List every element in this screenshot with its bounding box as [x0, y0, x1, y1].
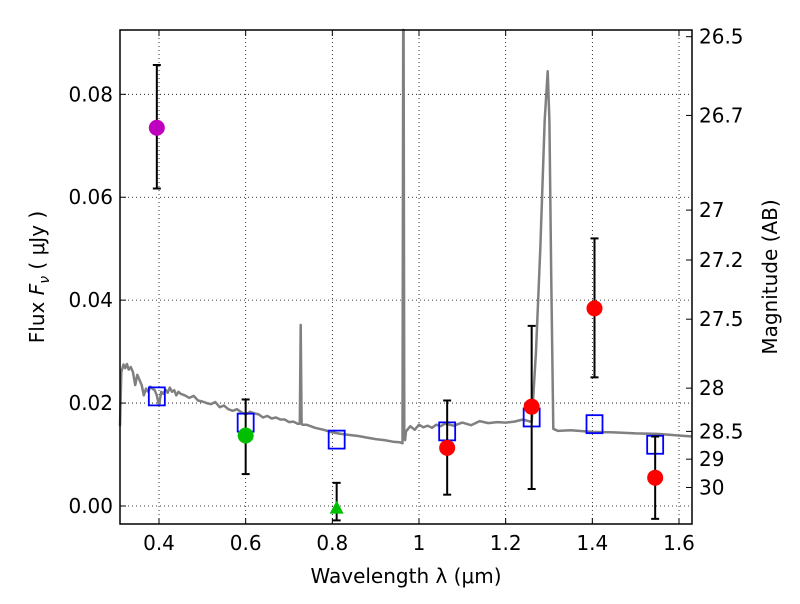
y-axis-label-prefix: Flux — [25, 295, 49, 343]
data-points-layer — [147, 63, 665, 522]
data-point-circle — [647, 469, 664, 486]
x-tick-label: 0.6 — [230, 531, 262, 555]
y-axis-label-subscript: ν — [37, 276, 53, 284]
right-axis-label: Magnitude (AB) — [758, 199, 782, 354]
model-spectrum-line — [118, 28, 693, 445]
right-tick-label: 26.5 — [699, 25, 744, 49]
x-tick-label: 1.4 — [576, 531, 608, 555]
right-tick-label: 27 — [699, 198, 724, 222]
y-axis-label-symbol: F — [25, 283, 49, 295]
right-tick-label: 30 — [699, 475, 724, 499]
y-tick-label: 0.06 — [68, 185, 113, 209]
model-photometry-square — [147, 386, 166, 407]
upper-limit-triangle — [329, 500, 344, 514]
model-spectrum-layer — [118, 28, 693, 445]
right-tick-label: 29 — [699, 447, 724, 471]
data-point-circle — [586, 300, 603, 317]
data-point-circle — [148, 119, 165, 136]
x-tick-label: 1.2 — [490, 531, 522, 555]
data-point-circle — [237, 427, 254, 444]
plot-frame — [119, 29, 693, 525]
x-axis-label: Wavelength λ (μm) — [310, 564, 501, 588]
y-tick-label: 0.02 — [68, 391, 113, 415]
right-tick-label: 27.2 — [699, 248, 744, 272]
data-point-circle — [439, 439, 456, 456]
grid-lines — [120, 30, 692, 524]
data-point-circle — [523, 398, 540, 415]
right-tick-label: 28.5 — [699, 419, 744, 443]
x-tick-label: 0.4 — [143, 531, 175, 555]
x-tick-label: 1.6 — [663, 531, 695, 555]
y-tick-label: 0.00 — [68, 494, 113, 518]
right-tick-label: 26.7 — [699, 103, 744, 127]
y-tick-label: 0.08 — [68, 82, 113, 106]
axis-ticks: 0.4 0.6 0.8 1 1.2 1.4 1.6 0.00 0.02 0.04 0.06 0.08 2… — [68, 25, 743, 555]
x-tick-label: 0.8 — [316, 531, 348, 555]
model-photometry-square — [585, 414, 604, 435]
y-tick-label: 0.04 — [68, 288, 113, 312]
x-tick-label: 1 — [413, 531, 426, 555]
model-photometry-square — [327, 429, 346, 450]
right-tick-label: 28 — [699, 376, 724, 400]
right-tick-label: 27.5 — [699, 307, 744, 331]
y-axis-label-suffix: ( μJy ) — [25, 211, 49, 276]
y-axis-label: Flux Fν ( μJy ) — [25, 211, 53, 343]
